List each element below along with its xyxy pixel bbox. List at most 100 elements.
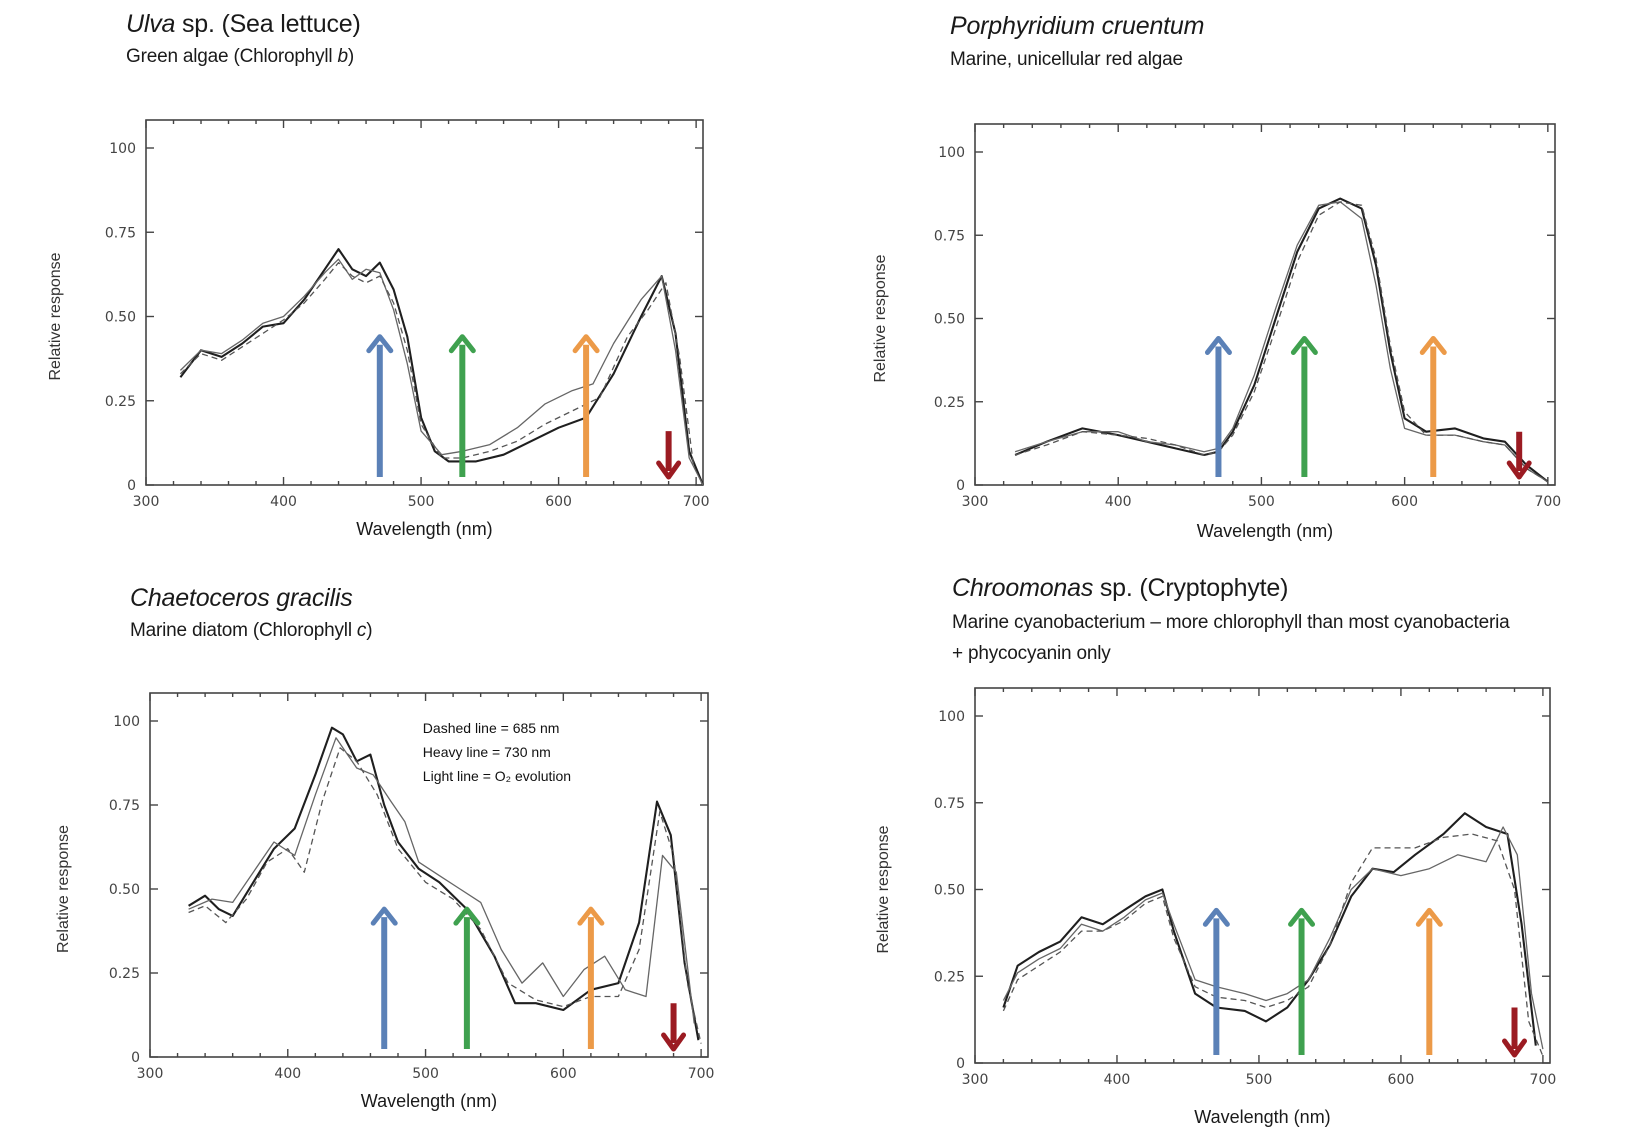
panel-title: Chroomonas sp. (Cryptophyte) [952, 574, 1289, 602]
y-tick-label: 0.50 [934, 312, 965, 328]
series-line-heavy [1014, 197, 1549, 483]
x-tick-label: 700 [683, 494, 710, 510]
arrow-head [656, 460, 682, 480]
y-tick-label: 100 [109, 141, 136, 157]
y-tick-label: 0.25 [934, 395, 965, 411]
arrow-head [661, 1032, 687, 1052]
arrow-blue-up [370, 906, 398, 1049]
panel-chroomonas: Chroomonas sp. (Cryptophyte) Marine cyan… [820, 570, 1625, 1143]
y-tick-label: 0.50 [105, 310, 136, 326]
arrow-blue-up [1204, 335, 1232, 477]
y-tick-label: 0.75 [105, 225, 136, 241]
arrow-orange-up [572, 334, 600, 477]
series-line-heavy [179, 248, 704, 486]
panel-ulva: Ulva sp. (Sea lettuce) Green algae (Chlo… [0, 0, 800, 560]
y-tick-label: 0.75 [934, 796, 965, 812]
series-line-dashed [188, 747, 702, 1044]
x-axis-label: Wavelength (nm) [361, 1091, 497, 1111]
series-line-light [1002, 826, 1544, 1050]
x-tick-label: 400 [274, 1066, 301, 1082]
panel-title: Chaetoceros gracilis [130, 584, 353, 612]
panel-subtitle: Green algae (Chlorophyll b) [126, 46, 355, 67]
x-tick-label: 300 [962, 1072, 989, 1088]
x-tick-label: 400 [1105, 494, 1132, 510]
panel-porphyridium: Porphyridium cruentum Marine, unicellula… [820, 0, 1625, 560]
arrow-head [1204, 335, 1232, 355]
plot-frame [149, 692, 709, 1058]
y-tick-label: 0.75 [934, 228, 965, 244]
arrow-green-up [453, 906, 481, 1049]
series-line-heavy [188, 726, 700, 1041]
arrow-red-down [661, 1003, 687, 1052]
x-tick-label: 600 [550, 1066, 577, 1082]
y-tick-label: 100 [938, 145, 965, 161]
x-tick-label: 300 [137, 1066, 164, 1082]
series-line-heavy [1002, 812, 1537, 1046]
panel-subtitle-line2: + phycocyanin only [952, 643, 1111, 664]
x-axis-label: Wavelength (nm) [356, 519, 492, 539]
arrow-blue-up [1202, 907, 1230, 1055]
y-tick-label: 0 [956, 478, 965, 494]
x-tick-label: 700 [1534, 494, 1561, 510]
arrow-green-up [1288, 907, 1316, 1055]
y-tick-label: 0.25 [105, 394, 136, 410]
x-tick-label: 500 [1246, 1072, 1273, 1088]
arrow-green-up [1290, 335, 1318, 477]
arrow-orange-up [1419, 335, 1447, 477]
x-tick-label: 300 [133, 494, 160, 510]
x-tick-label: 500 [1248, 494, 1275, 510]
legend-entry: Heavy line = 730 nm [423, 744, 551, 760]
spectrum-chart: 300 400 500 600 700 0 0.25 0.50 0.75 100 Wavelengt… [875, 687, 1557, 1127]
y-axis-label: Relative response [872, 254, 889, 382]
plot-frame [974, 687, 1551, 1064]
x-axis-label: Wavelength (nm) [1197, 521, 1333, 541]
y-tick-label: 0.75 [109, 798, 140, 814]
x-tick-label: 700 [1530, 1072, 1557, 1088]
series-line-dashed [179, 261, 695, 465]
arrow-head [1290, 335, 1318, 355]
arrow-orange-up [1415, 907, 1443, 1055]
y-tick-label: 0 [956, 1056, 965, 1072]
panel-title: Porphyridium cruentum [950, 12, 1205, 40]
y-tick-label: 0.50 [934, 883, 965, 899]
y-axis-label: Relative response [47, 252, 64, 380]
series-line-light [179, 258, 704, 486]
arrow-head [453, 906, 481, 926]
series-line-light [1014, 201, 1549, 483]
y-tick-label: 100 [938, 709, 965, 725]
y-axis-label: Relative response [875, 825, 892, 953]
y-tick-label: 0.50 [109, 882, 140, 898]
arrow-head [1288, 907, 1316, 927]
x-tick-label: 400 [270, 494, 297, 510]
arrow-head [1415, 907, 1443, 927]
y-tick-label: 100 [113, 714, 140, 730]
x-tick-label: 600 [545, 494, 572, 510]
panel-subtitle: Marine cyanobacterium – more chlorophyll… [952, 612, 1510, 633]
y-tick-label: 0 [127, 478, 136, 494]
x-tick-label: 400 [1104, 1072, 1131, 1088]
arrow-head [572, 334, 600, 354]
series-line-light [188, 737, 695, 1024]
series-line-dashed [1014, 201, 1549, 483]
arrow-head [366, 334, 394, 354]
spectrum-chart: 300 400 500 600 700 0 0.25 0.50 0.75 100 Wavelengt… [55, 692, 714, 1111]
x-tick-label: 300 [962, 494, 989, 510]
x-tick-label: 600 [1391, 494, 1418, 510]
spectrum-chart: 300 400 500 600 700 0 0.25 0.50 0.75 100 Wavelengt… [872, 123, 1561, 541]
arrow-head [1202, 907, 1230, 927]
plot-frame [145, 119, 704, 486]
arrow-head [1419, 335, 1447, 355]
plot-frame [974, 123, 1556, 486]
y-tick-label: 0.25 [934, 969, 965, 985]
y-axis-label: Relative response [55, 825, 72, 953]
legend-entry: Dashed line = 685 nm [423, 720, 560, 736]
panel-title: Ulva sp. (Sea lettuce) [126, 10, 361, 38]
x-tick-label: 600 [1388, 1072, 1415, 1088]
arrow-head [577, 906, 605, 926]
x-tick-label: 500 [408, 494, 435, 510]
arrow-red-down [1502, 1007, 1528, 1058]
x-tick-label: 500 [412, 1066, 439, 1082]
y-tick-label: 0 [131, 1050, 140, 1066]
y-tick-label: 0.25 [109, 966, 140, 982]
panel-subtitle: Marine diatom (Chlorophyll c) [130, 620, 373, 641]
